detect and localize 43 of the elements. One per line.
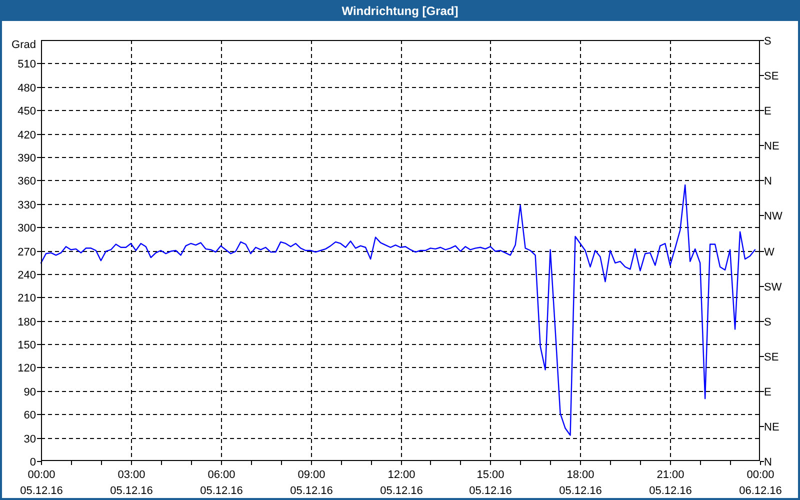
y-tick-label: 60 xyxy=(24,410,36,422)
y-tick-label: 120 xyxy=(18,362,36,374)
chart-title: Windrichtung [Grad] xyxy=(342,4,458,18)
category-label: SE xyxy=(764,70,779,82)
x-tick-label: 09:00 05.12.16 xyxy=(290,469,333,497)
y-tick-label: 30 xyxy=(24,434,36,446)
y-tick-label: 300 xyxy=(18,222,36,234)
y-tick-label: 210 xyxy=(18,292,36,304)
category-label: SW xyxy=(764,282,782,294)
x-tick-label: 18:00 05.12.16 xyxy=(559,469,602,497)
line-series xyxy=(40,184,756,436)
x-tick-label: 00:00 05.12.16 xyxy=(20,469,63,497)
x-tick-label: 00:00 06.12.16 xyxy=(739,469,782,497)
category-label: NE xyxy=(764,422,780,434)
y-tick-label: 330 xyxy=(18,200,36,212)
category-label: E xyxy=(764,106,772,118)
category-label: SE xyxy=(764,352,779,364)
y-tick-label: 0 xyxy=(30,456,36,468)
y-tick-label: 420 xyxy=(18,130,36,142)
y-tick-label: 270 xyxy=(18,246,36,258)
y-tick-label: 180 xyxy=(18,316,36,328)
category-label: N xyxy=(764,176,772,188)
category-label: S xyxy=(764,316,772,328)
x-tick-label: 03:00 05.12.16 xyxy=(110,469,153,497)
y-axis-title: Grad xyxy=(12,39,36,51)
y-tick-label: 450 xyxy=(18,106,36,118)
category-label: W xyxy=(764,246,774,258)
x-tick-label: 21:00 05.12.16 xyxy=(649,469,692,497)
x-tick-label: 06:00 05.12.16 xyxy=(200,469,243,497)
y-tick-label: 510 xyxy=(18,58,36,70)
category-label: E xyxy=(764,386,772,398)
x-tick-label: 15:00 05.12.16 xyxy=(469,469,512,497)
category-label: NE xyxy=(764,140,780,152)
category-label: S xyxy=(764,36,772,48)
y-tick-label: 360 xyxy=(18,176,36,188)
y-tick-label: 150 xyxy=(18,340,36,352)
x-tick-label: 12:00 05.12.16 xyxy=(380,469,423,497)
y-tick-label: 390 xyxy=(18,152,36,164)
category-label: N xyxy=(764,456,772,468)
y-tick-label: 480 xyxy=(18,82,36,94)
y-tick-label: 240 xyxy=(18,270,36,282)
y-tick-label: 90 xyxy=(24,386,36,398)
category-label: NW xyxy=(764,210,782,222)
